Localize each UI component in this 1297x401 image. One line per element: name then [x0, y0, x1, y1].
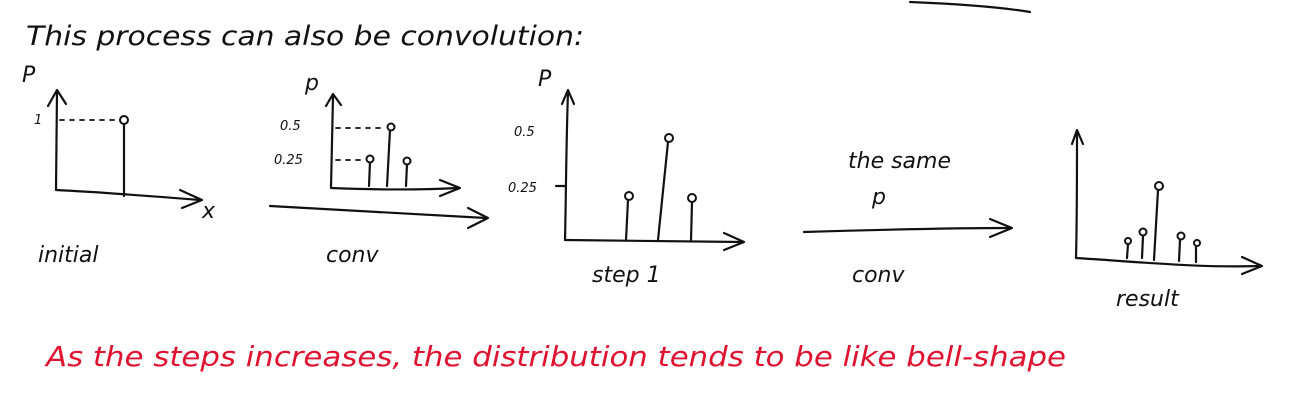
step1-caption: step 1: [592, 263, 661, 288]
initial-x-label: x: [201, 199, 216, 224]
kernel-dot-right: [402, 156, 412, 166]
arrow-2-label-mid: p: [871, 185, 886, 210]
arrow-conv-1: conv: [268, 204, 490, 268]
panel-conv-kernel: p 0.5 0.25: [274, 71, 462, 198]
arrow-1-head: [466, 206, 490, 230]
kernel-x-arrowhead: [438, 178, 462, 198]
kernel-x-axis: [329, 186, 460, 191]
kernel-tick-05: 0.5: [280, 119, 301, 134]
kernel-y-label: p: [304, 71, 319, 96]
result-x-axis: [1074, 256, 1262, 268]
top-stroke: [908, 0, 1032, 14]
initial-tick-1: 1: [34, 113, 42, 128]
result-stem-4: [1177, 238, 1182, 263]
arrow-1-shaft: [268, 204, 488, 220]
step1-dot-mid: [664, 133, 674, 143]
step1-stem-mid: [656, 140, 670, 242]
arrow-1-caption: conv: [326, 243, 379, 268]
panel-step1: P 0.5 0.25 step 1: [508, 67, 746, 288]
step1-y-axis: [563, 90, 570, 242]
result-stem-3: [1152, 188, 1160, 262]
result-dot-3: [1154, 181, 1164, 191]
step1-y-arrowhead: [560, 88, 576, 106]
initial-y-axis: [54, 90, 59, 192]
arrow-conv-2: the same p conv: [802, 149, 1014, 288]
kernel-stem-mid: [385, 128, 392, 188]
step1-y-label: P: [538, 67, 552, 92]
step1-tick-05: 0.5: [514, 125, 535, 140]
heading: This process can also be convolution:: [26, 21, 584, 52]
step1-dot-right: [687, 193, 697, 203]
arrow-2-label-top: the same: [848, 149, 951, 174]
result-dot-5: [1193, 239, 1201, 247]
kernel-dot-left: [365, 154, 375, 164]
kernel-y-arrowhead: [324, 92, 343, 108]
step1-x-axis: [563, 238, 744, 244]
initial-stem-dot: [119, 115, 129, 125]
kernel-stem-right: [404, 162, 409, 188]
initial-x-arrowhead: [178, 188, 204, 210]
result-x-arrowhead: [1240, 255, 1264, 276]
kernel-stem-left: [367, 160, 372, 188]
initial-x-axis: [54, 188, 202, 202]
step1-stem-left: [624, 198, 630, 242]
arrow-2-caption: conv: [852, 263, 905, 288]
panel-initial: P 1 x initial: [22, 63, 216, 268]
kernel-tick-025: 0.25: [274, 153, 303, 168]
result-dot-4: [1176, 231, 1186, 241]
arrow-2-shaft: [802, 226, 1012, 234]
result-y-axis: [1074, 132, 1079, 260]
conclusion-note: As the steps increases, the distribution…: [44, 340, 1066, 373]
result-caption: result: [1116, 287, 1180, 312]
result-dot-1: [1124, 237, 1132, 245]
panel-result: result: [1070, 128, 1264, 312]
result-dot-2: [1138, 227, 1148, 237]
step1-stem-right: [689, 200, 694, 242]
kernel-y-axis: [329, 94, 335, 190]
step1-dot-left: [624, 191, 634, 201]
step1-tick-025: 0.25: [508, 181, 537, 196]
initial-caption: initial: [38, 243, 99, 268]
kernel-dot-mid: [386, 122, 396, 132]
result-y-arrowhead: [1070, 128, 1085, 146]
step1-x-arrowhead: [722, 231, 746, 252]
initial-y-label: P: [22, 63, 36, 88]
arrow-2-head: [988, 217, 1014, 239]
result-stem-2: [1140, 234, 1145, 260]
result-stem-1: [1125, 242, 1130, 260]
initial-y-arrowhead: [46, 88, 68, 108]
